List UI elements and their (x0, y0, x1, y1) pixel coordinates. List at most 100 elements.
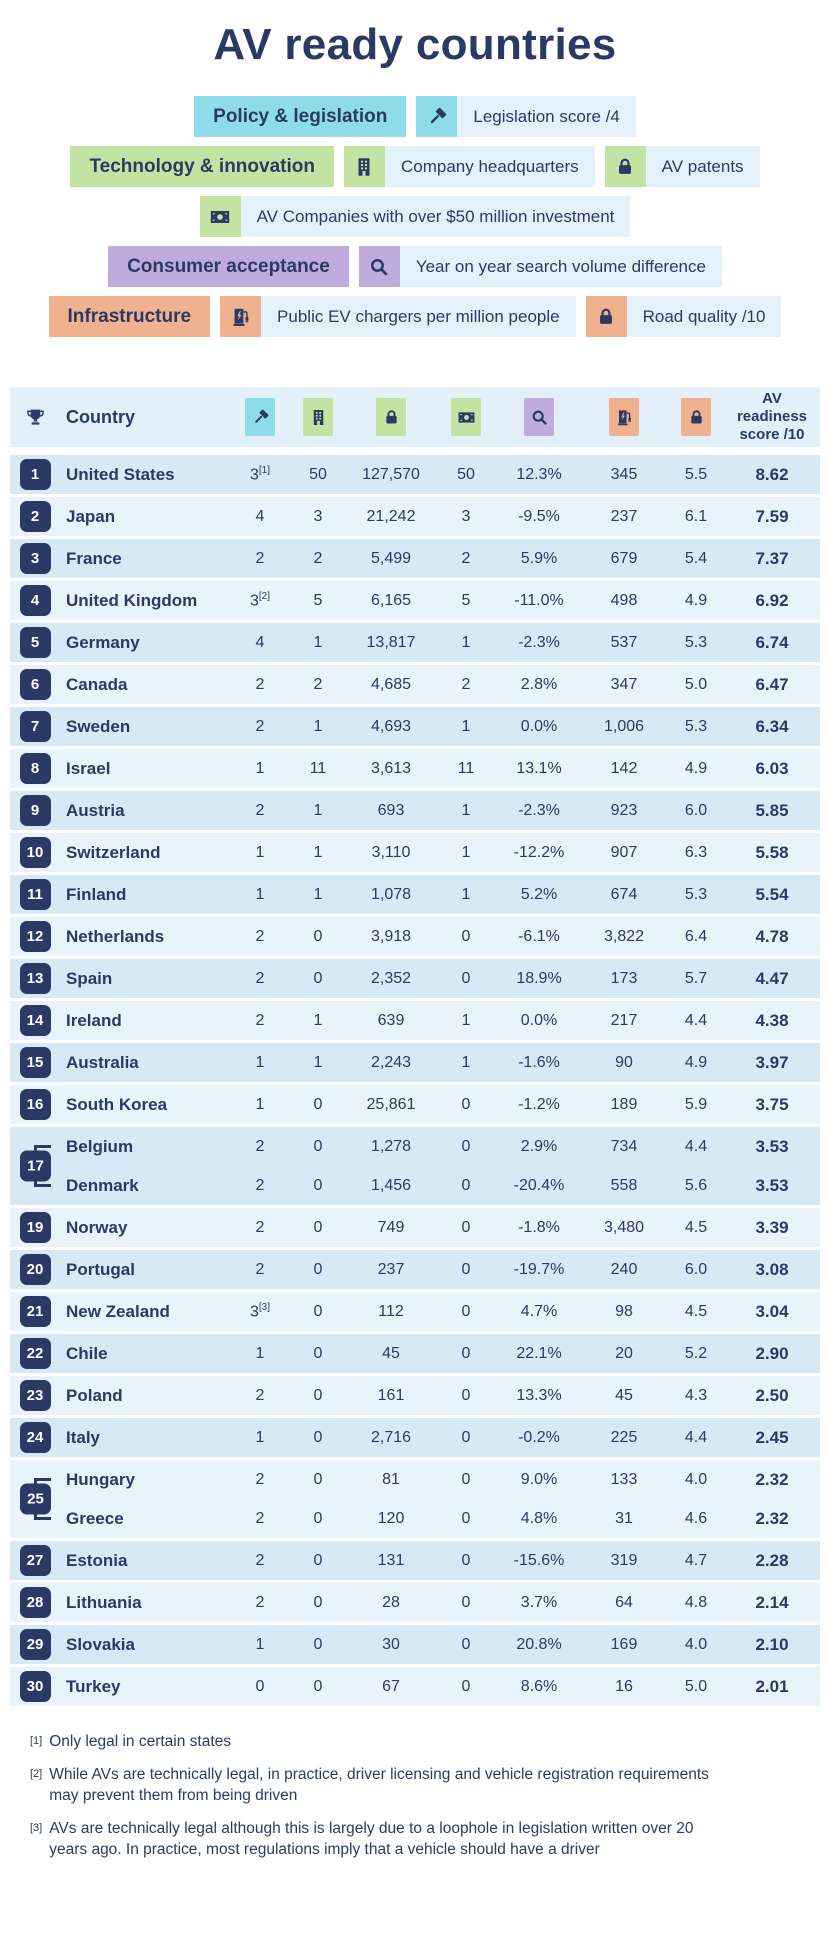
cell-value: 1 (313, 1011, 323, 1029)
score-value: 6.47 (755, 674, 789, 694)
country-name: Poland (66, 1385, 123, 1405)
score-value: 3.53 (755, 1136, 789, 1156)
country-name: Finland (66, 884, 127, 904)
cell-value: 345 (610, 465, 638, 483)
score-value: 3.39 (755, 1217, 789, 1237)
cell-value: 5.0 (684, 675, 708, 693)
table-row: 16 South Korea 1 0 25,861 0 -1.2% 189 5.9 3.75 (10, 1085, 820, 1124)
cell-value: 2 (255, 549, 265, 567)
legend-ev-chargers: Public EV chargers per million people (220, 296, 576, 337)
cell-value: 1 (461, 717, 471, 735)
cell-value: 1 (313, 843, 323, 861)
cell-value: 240 (610, 1260, 638, 1278)
score-value: 8.62 (755, 464, 789, 484)
score-value: 4.78 (755, 926, 789, 946)
cell-value: 0 (461, 1137, 471, 1155)
cell-value: 0 (461, 969, 471, 987)
country-name: Norway (66, 1217, 128, 1237)
table-row: 14 Ireland 2 1 639 1 0.0% 217 4.4 4.38 (10, 1001, 820, 1040)
cell-value: 161 (377, 1386, 405, 1404)
cell-value: 2 (255, 1176, 265, 1194)
rank-cell: 14 (10, 1005, 60, 1036)
cell-value: 4.7 (684, 1551, 708, 1569)
tie-group: 25 Hungary 2 0 81 0 9.0% 133 4.0 2.32 Greece 2 0 120 0… (10, 1460, 820, 1538)
cell-value: -20.4% (513, 1176, 565, 1194)
score-value: 3.08 (755, 1259, 789, 1279)
cell-value: 2 (313, 549, 323, 567)
table-row: 19 Norway 2 0 749 0 -1.8% 3,480 4.5 3.39 (10, 1208, 820, 1247)
cell-value: 0 (255, 1677, 265, 1695)
cell-value: 2 (255, 1551, 265, 1569)
rank-badge: 16 (19, 1089, 51, 1120)
search-icon (524, 398, 554, 436)
cell-value: 21,242 (366, 507, 416, 525)
cell-value: 18.9% (516, 969, 562, 987)
cell-value: 1,456 (370, 1176, 412, 1194)
cell-value: 1 (255, 1635, 265, 1653)
cell-value: 3,110 (371, 843, 411, 861)
table-row: 28 Lithuania 2 0 28 0 3.7% 64 4.8 2.14 (10, 1583, 820, 1622)
cell-value: 4.9 (684, 759, 708, 777)
legend-legislation-score: Legislation score /4 (416, 96, 636, 137)
legend-companies-label: AV Companies with over $50 million inves… (240, 196, 631, 237)
table-row: 10 Switzerland 1 1 3,110 1 -12.2% 907 6.3 5.58 (10, 833, 820, 872)
cell-value: 11 (309, 759, 327, 777)
score-value: 6.74 (755, 632, 789, 652)
cell-value: 4.9 (684, 1053, 708, 1071)
table-row: 13 Spain 2 0 2,352 0 18.9% 173 5.7 4.47 (10, 959, 820, 998)
legend-row-technology: Technology & innovation Company headquar… (0, 146, 830, 187)
cell-value: 169 (610, 1635, 638, 1653)
cell-value: 1,278 (370, 1137, 412, 1155)
cell-value: 5.9 (684, 1095, 708, 1113)
rank-badge: 12 (19, 921, 51, 952)
rank-cell: 24 (10, 1422, 60, 1453)
cell-value: 237 (377, 1260, 405, 1278)
cell-value: 0 (313, 1470, 323, 1488)
country-name: Chile (66, 1343, 108, 1363)
legend-av-companies: AV Companies with over $50 million inves… (199, 196, 631, 237)
cell-value: 1 (255, 1095, 265, 1113)
cell-value: 9.0% (520, 1470, 558, 1488)
table-row: 2 Japan 4 3 21,242 3 -9.5% 237 6.1 7.59 (10, 497, 820, 536)
rank-cell: 15 (10, 1047, 60, 1078)
cell-value: 3[3] (249, 1301, 271, 1321)
table-row: 7 Sweden 2 1 4,693 1 0.0% 1,006 5.3 6.34 (10, 707, 820, 746)
rank-badge: 30 (19, 1671, 51, 1702)
cell-value: -19.7% (513, 1260, 565, 1278)
cell-value: 2 (255, 1386, 265, 1404)
padlock-icon (585, 296, 627, 337)
cell-value: 4.4 (684, 1011, 708, 1029)
category-consumer-acceptance: Consumer acceptance (108, 246, 349, 287)
cell-value: 734 (610, 1137, 638, 1155)
cell-value: 5 (313, 591, 323, 609)
score-value: 5.54 (755, 884, 789, 904)
cell-value: 1 (313, 1053, 323, 1071)
rank-badge: 20 (19, 1254, 51, 1285)
cell-value: -11.0% (514, 591, 564, 609)
cell-value: 3,480 (603, 1218, 645, 1236)
score-value: 3.75 (755, 1094, 789, 1114)
score-value: 2.45 (755, 1427, 789, 1447)
cell-value: 0 (461, 1470, 471, 1488)
building-icon (303, 398, 333, 436)
rank-badge: 19 (19, 1212, 51, 1243)
cell-value: 0 (313, 1551, 323, 1569)
cell-value: 4,685 (370, 675, 412, 693)
rank-badge: 3 (19, 543, 51, 574)
country-name: Canada (66, 674, 128, 694)
rank-badge: 11 (19, 879, 51, 910)
table-row: 8 Israel 1 11 3,613 11 13.1% 142 4.9 6.03 (10, 749, 820, 788)
cell-value: 6,165 (370, 591, 412, 609)
cell-value: -2.3% (518, 801, 560, 819)
infographic-page: AV ready countries Policy & legislation … (0, 20, 830, 1858)
padlock-icon (681, 398, 711, 436)
rank-cell: 5 (10, 627, 60, 658)
footnote-2: [2] While AVs are technically legal, in … (30, 1765, 735, 1806)
table-row: 22 Chile 1 0 45 0 22.1% 20 5.2 2.90 (10, 1334, 820, 1373)
legend-row-consumer: Consumer acceptance Year on year search … (0, 246, 830, 287)
cell-value: 1 (461, 843, 471, 861)
rank-cell: 6 (10, 669, 60, 700)
table-row: 21 New Zealand 3[3] 0 112 0 4.7% 98 4.5 3.04 (10, 1292, 820, 1331)
cell-value: 3,613 (370, 759, 412, 777)
category-infrastructure: Infrastructure (48, 296, 211, 337)
